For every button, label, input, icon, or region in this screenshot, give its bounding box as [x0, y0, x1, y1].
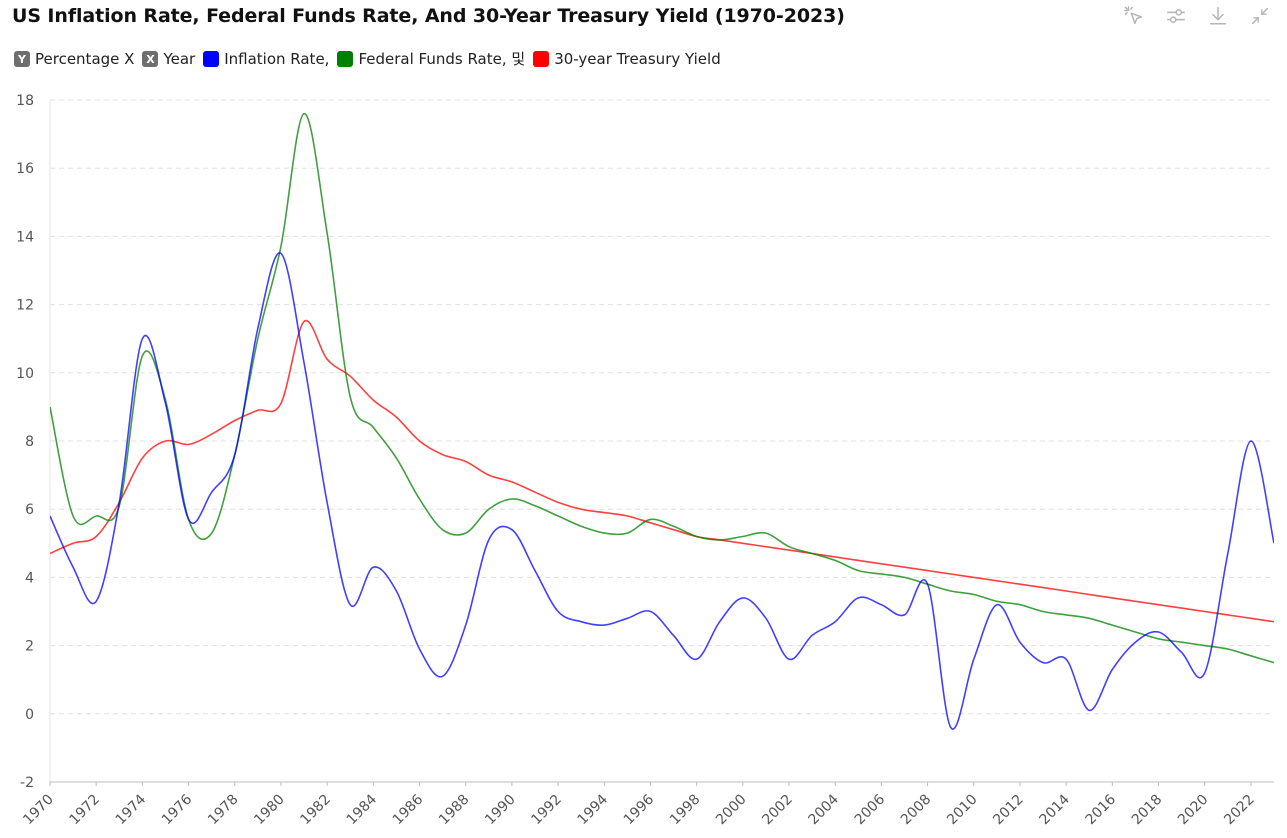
x-tick-label: 1970	[20, 792, 57, 829]
x-tick-label: 1974	[113, 791, 150, 828]
chart-toolbar	[1121, 4, 1273, 28]
x-tick-label: 1982	[297, 792, 334, 829]
settings-tool-button[interactable]	[1163, 4, 1189, 28]
legend-label-x-axis: Year	[163, 50, 196, 68]
x-tick-label: 1980	[251, 792, 288, 829]
x-tick-label: 1976	[159, 791, 196, 828]
download-icon	[1209, 7, 1227, 25]
legend-label-inflation-rate: Inflation Rate,	[224, 50, 330, 68]
x-tick-label: 2022	[1221, 792, 1258, 829]
grid-lines	[50, 99, 1274, 783]
x-tick-label: 2000	[713, 792, 750, 829]
y-tick-label: 12	[16, 298, 34, 314]
chart-title: US Inflation Rate, Federal Funds Rate, A…	[12, 5, 845, 27]
legend-label-federal-funds-rate: Federal Funds Rate, 및	[358, 50, 526, 68]
x-tick-label: 1996	[621, 791, 658, 828]
y-tick-label: 10	[16, 366, 34, 382]
x-tick-label: 2010	[944, 792, 981, 829]
x-tick-label: 2018	[1129, 792, 1166, 829]
x-axis-badge: X	[142, 51, 159, 67]
settings-sliders-icon	[1167, 9, 1185, 23]
series-lines	[50, 112, 1274, 730]
legend-swatch-treasury-yield	[533, 51, 550, 67]
y-tick-label: 18	[16, 93, 34, 109]
series-line-federal-funds-rate[interactable]	[50, 112, 1274, 664]
legend-item-federal-funds-rate[interactable]: Federal Funds Rate, 및	[337, 50, 525, 68]
legend-item-x-axis[interactable]: X Year	[142, 50, 195, 68]
legend-item-treasury-yield[interactable]: 30-year Treasury Yield	[533, 50, 721, 68]
y-tick-label: 4	[25, 570, 34, 586]
x-tick-label: 1998	[667, 792, 704, 829]
series-line-inflation-rate[interactable]	[50, 252, 1274, 730]
select-icon	[1124, 6, 1143, 25]
y-tick-label: 16	[16, 161, 34, 177]
x-tick-label: 1978	[205, 792, 242, 829]
y-tick-label: 2	[25, 639, 34, 655]
chart-legend: Y Percentage X X Year Inflation Rate, Fe…	[14, 50, 729, 68]
x-tick-label: 2008	[898, 792, 935, 829]
legend-item-inflation-rate[interactable]: Inflation Rate,	[203, 50, 329, 68]
x-tick-label: 2014	[1036, 791, 1073, 828]
legend-swatch-federal-funds-rate	[337, 51, 354, 67]
x-tick-label: 1984	[344, 791, 381, 828]
x-tick-label: 2002	[759, 792, 796, 829]
x-tick-label: 2006	[852, 791, 889, 828]
series-line-30-year-treasury-yield[interactable]	[50, 319, 1274, 623]
legend-label-y-axis: Percentage X	[35, 50, 135, 68]
collapse-icon	[1251, 7, 1269, 25]
legend-item-y-axis[interactable]: Y Percentage X	[14, 50, 134, 68]
collapse-tool-button[interactable]	[1247, 4, 1273, 28]
y-tick-label: 14	[16, 229, 34, 245]
x-tick-label: 2004	[806, 791, 843, 828]
y-tick-label: 0	[25, 707, 34, 723]
x-tick-label: 1986	[390, 791, 427, 828]
x-tick-label: 2016	[1083, 791, 1120, 828]
y-axis-badge: Y	[14, 51, 30, 67]
x-tick-label: 2020	[1175, 792, 1212, 829]
x-tick-label: 1972	[67, 792, 104, 829]
y-tick-label: -2	[20, 775, 34, 791]
y-tick-label: 6	[25, 502, 34, 518]
download-tool-button[interactable]	[1205, 4, 1231, 28]
select-tool-button[interactable]	[1121, 4, 1147, 28]
x-tick-label: 1994	[575, 791, 612, 828]
legend-swatch-inflation-rate	[203, 51, 220, 67]
x-tick-label: 2012	[990, 792, 1027, 829]
x-tick-label: 1992	[528, 792, 565, 829]
y-tick-label: 8	[25, 434, 34, 450]
x-tick-label: 1990	[482, 792, 519, 829]
x-tick-label: 1988	[436, 792, 473, 829]
legend-label-treasury-yield: 30-year Treasury Yield	[554, 50, 721, 68]
